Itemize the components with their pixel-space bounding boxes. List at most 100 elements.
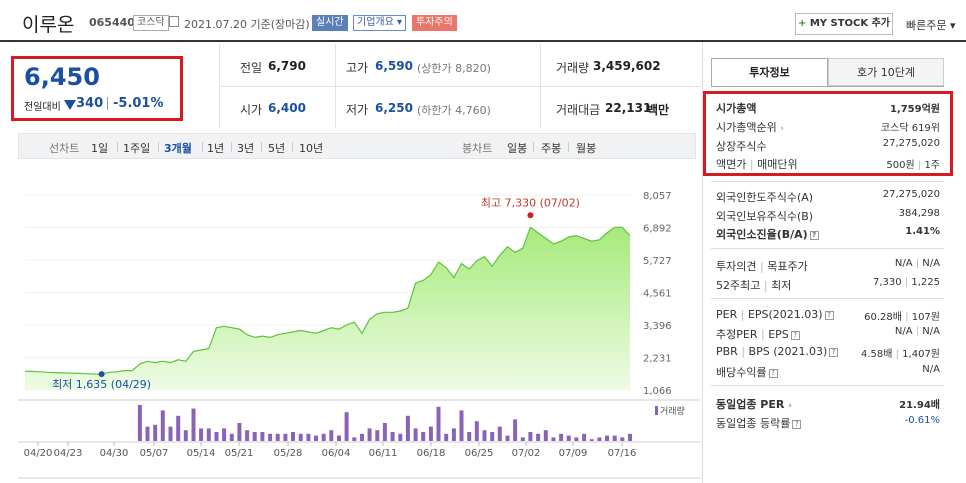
divider	[711, 298, 944, 299]
period-5y[interactable]: 5년	[268, 142, 286, 155]
tab-order-book[interactable]: 호가 10단계	[828, 58, 944, 86]
help-icon[interactable]: ?	[824, 310, 834, 320]
prev-close-label: 전일	[240, 61, 263, 75]
divider	[568, 142, 569, 152]
divider: |	[915, 258, 920, 269]
price-line	[24, 226, 631, 375]
company-overview-dropdown[interactable]: 기업개요 ▾	[353, 15, 406, 31]
volume-bar	[237, 423, 242, 441]
divider	[711, 385, 944, 386]
period-1d[interactable]: 1일	[91, 142, 109, 155]
volume-bar	[183, 430, 188, 441]
volume-bar	[589, 439, 594, 441]
price-chart: 8,057 6,892 5,727 4,561 3,396 2,231 1,066 04/2…	[18, 160, 700, 483]
highlight-box	[703, 91, 953, 176]
divider	[533, 142, 534, 152]
divider	[261, 142, 262, 152]
x-tick-label: 04/30	[100, 448, 129, 459]
current-price: 6,450	[24, 63, 100, 91]
quick-order-dropdown[interactable]: 빠른주문 ▾	[906, 19, 956, 32]
help-icon[interactable]: ?	[829, 347, 839, 357]
period-1y[interactable]: 1년	[207, 142, 225, 155]
volume-bar	[245, 430, 250, 441]
sector-change-label: 동일업종 등락률?	[716, 415, 802, 431]
candle-weekly[interactable]: 주봉	[541, 142, 562, 155]
per-eps-label: PER | EPS(2021.03)?	[716, 308, 834, 321]
period-1w[interactable]: 1주일	[123, 142, 151, 155]
line-chart-label: 선차트	[49, 142, 80, 155]
volume-bar	[428, 426, 433, 441]
volume-bar	[382, 423, 387, 441]
tab-invest-info[interactable]: 투자정보	[711, 58, 828, 86]
foreign-holding-value: 384,298	[898, 208, 940, 219]
investment-warning-badge: 투자주의	[412, 15, 457, 31]
help-icon[interactable]: ?	[809, 230, 819, 240]
help-icon[interactable]: ?	[790, 330, 800, 340]
y-tick-label: 5,727	[643, 256, 672, 267]
volume-bar	[375, 430, 380, 441]
divider: |	[749, 158, 754, 171]
period-10y[interactable]: 10년	[299, 142, 324, 155]
market-cap-rank-label[interactable]: 시가총액순위 ›	[716, 119, 784, 135]
add-mystock-button[interactable]: + MY STOCK 추가	[795, 13, 893, 35]
eps-text: EPS(2021.03)	[747, 308, 823, 321]
per-amount: 60.28배	[864, 312, 902, 323]
volume-bar	[360, 433, 364, 441]
volume-legend-swatch	[655, 406, 658, 415]
volume-bar	[421, 432, 426, 441]
open-label: 시가	[240, 103, 263, 117]
volume-bar	[344, 412, 349, 441]
volume-bar	[482, 430, 487, 441]
help-icon[interactable]: ?	[792, 419, 802, 429]
period-3m[interactable]: 3개월	[164, 142, 192, 155]
candle-daily[interactable]: 일봉	[507, 142, 528, 155]
realtime-button[interactable]: 실시간	[312, 15, 348, 31]
candle-monthly[interactable]: 월봉	[576, 142, 597, 155]
low-label: 최저 1,635 (04/29)	[52, 378, 151, 391]
volume-bar	[605, 435, 609, 441]
volume-bar	[329, 430, 334, 441]
current-price-box: 6,450 전일대비 340 -5.01%	[11, 56, 183, 121]
volume-bar	[168, 426, 173, 441]
volume-bar	[199, 428, 204, 441]
quote-date: 2021.07.20 기준(장마감)	[184, 18, 310, 31]
high-label: 고가	[346, 61, 369, 75]
volume-bar	[597, 437, 602, 441]
help-icon[interactable]: ?	[768, 368, 778, 378]
period-toolbar: 선차트 1일 1주일 3개월 1년 3년 5년 10년 봉차트 일봉 주봉 월봉	[18, 133, 696, 159]
est-eps-text: EPS	[768, 328, 789, 341]
sector-per-label[interactable]: 동일업종 PER ›	[716, 396, 792, 412]
volume-bar	[497, 426, 502, 441]
y-tick-label: 4,561	[643, 289, 672, 300]
low-value: 6,250	[375, 101, 413, 115]
y-axis-ticks: 8,057 6,892 5,727 4,561 3,396 2,231 1,066	[643, 191, 672, 397]
upper-limit: (상한가 8,820)	[417, 62, 491, 75]
chevron-right-icon: ›	[788, 401, 792, 411]
volume-bar	[314, 435, 318, 441]
prev-close-value: 6,790	[268, 59, 306, 73]
opinion-value: N/A | N/A	[810, 258, 940, 269]
market-cap-label: 시가총액	[716, 102, 757, 115]
volume-bar	[505, 435, 510, 441]
volume-bar	[574, 437, 579, 441]
volume-bar	[367, 428, 372, 441]
trading-unit-text: 매매단위	[757, 158, 798, 171]
volume-bar	[160, 410, 165, 441]
sector-change-text: 동일업종 등락률	[716, 417, 791, 430]
bps-text: BPS (2021.03)	[748, 345, 828, 358]
volume-bar	[436, 406, 441, 441]
listed-shares-label: 상장주식수	[716, 140, 767, 153]
pbr-bps-label: PBR | BPS (2021.03)?	[716, 345, 839, 358]
change-label: 전일대비	[24, 102, 61, 113]
foreign-ratio-value: 1.41%	[905, 226, 940, 237]
volume-bar	[520, 437, 525, 441]
volume-bar	[582, 433, 587, 441]
period-3y[interactable]: 3년	[237, 142, 255, 155]
volume-bar	[612, 435, 617, 441]
x-tick-label: 04/20	[24, 448, 53, 459]
stock-name: 이루온	[22, 14, 75, 36]
volume-bar	[222, 428, 227, 441]
volume-label: 거래량	[556, 61, 590, 75]
trade-amount-value: 22,131	[605, 101, 652, 115]
volume-bar	[528, 432, 533, 441]
